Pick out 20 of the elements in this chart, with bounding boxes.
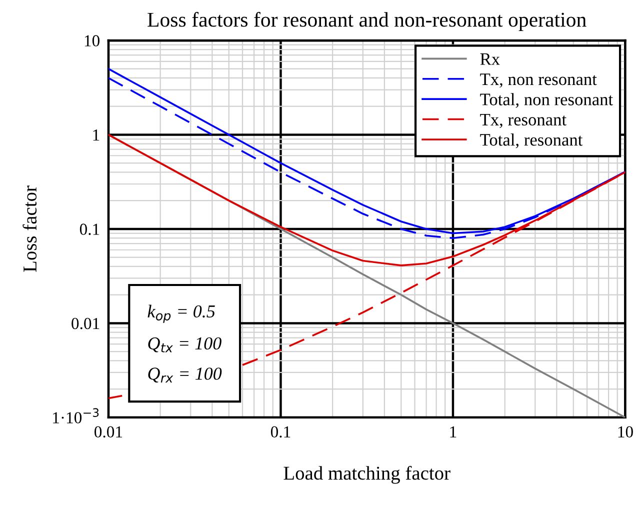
x-tick-label: 0.1 xyxy=(270,426,290,438)
annotation: Q$_{tx}$ = 100 xyxy=(148,337,222,352)
x-tick-label: 10 xyxy=(618,426,633,438)
y-axis-title: Loss factor xyxy=(22,186,37,272)
legend-label: Total, non resonant xyxy=(480,93,613,108)
x-tick-label: 1 xyxy=(450,426,456,438)
x-tick-label: 0.01 xyxy=(94,426,122,438)
legend-label: Tx, resonant xyxy=(480,114,566,128)
legend-label: Rx xyxy=(480,53,500,65)
x-axis-title: Load matching factor xyxy=(284,466,450,484)
y-tick-label: 0.01 xyxy=(72,318,100,330)
legend-label: Total, resonant xyxy=(480,134,583,148)
annotation: k$_{op}$ = 0.5 xyxy=(148,304,215,323)
y-tick-label: 10 xyxy=(84,35,100,46)
annotation: Q$_{rx}$ = 100 xyxy=(148,368,222,383)
chart-title: Loss factors for resonant and non-resonant operation xyxy=(148,12,586,32)
legend-label: Tx, non resonant xyxy=(480,74,597,88)
y-tick-label: 1 xyxy=(93,130,100,141)
y-tick-label: 1·10$^{−3}$ xyxy=(53,408,99,424)
y-tick-label: 0.1 xyxy=(80,224,100,235)
